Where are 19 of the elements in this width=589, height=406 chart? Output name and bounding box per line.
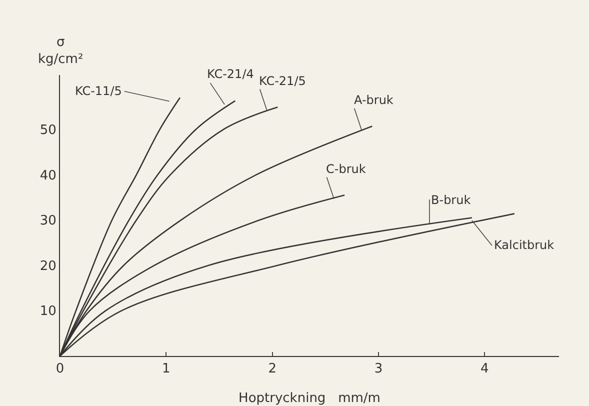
y-tick-label: 10 [40, 304, 56, 320]
y-tick-label: 40 [40, 168, 56, 184]
x-axis-title: Hoptryckning mm/m [238, 391, 380, 406]
series-label: C-bruk [326, 162, 366, 176]
text: KC-21/4 [207, 67, 254, 81]
x-tick-label: 0 [56, 362, 64, 377]
x-tick-label: 2 [268, 362, 276, 377]
x-tick-label: 4 [480, 362, 489, 377]
x-tick-label: 1 [162, 362, 170, 377]
text: A-bruk [354, 93, 394, 107]
y-tick-label: 20 [40, 258, 56, 274]
y-tick-label: 30 [40, 214, 56, 229]
y-tick-label: 50 [40, 122, 56, 138]
y-axis-title: σ kg/cm² [38, 35, 84, 67]
x-tick-label: 3 [374, 362, 383, 377]
text: KC-21/5 [259, 74, 306, 88]
text: KC-11/5 [75, 84, 122, 98]
series-label: Kalcitbruk [494, 238, 554, 252]
series-label: B-bruk [431, 193, 471, 207]
